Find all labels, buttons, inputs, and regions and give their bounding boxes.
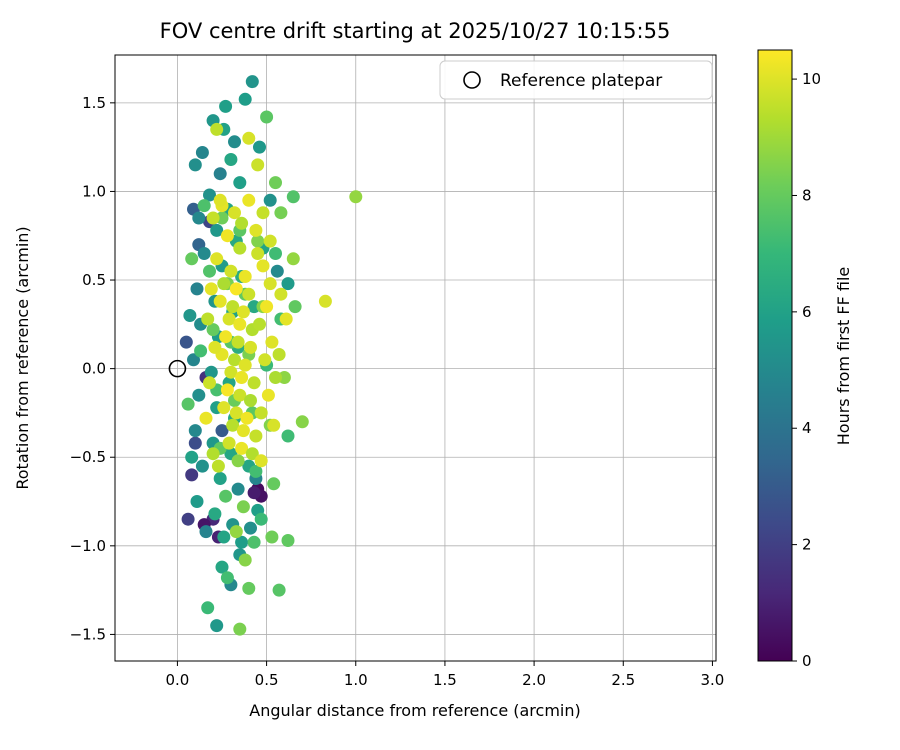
scatter-points bbox=[179, 75, 363, 636]
reference-platepar-marker bbox=[168, 359, 187, 378]
axis-ticks: 0.0 0.5 1.0 1.5 2.0 2.5 3.0 −1.5 −1.0 −0.5 0.0 0.5 1… bbox=[70, 94, 725, 689]
svg-text:−0.5: −0.5 bbox=[70, 448, 106, 466]
svg-text:0.5: 0.5 bbox=[82, 271, 106, 289]
legend-label: Reference platepar bbox=[500, 71, 662, 91]
svg-text:2.5: 2.5 bbox=[611, 671, 635, 689]
svg-text:1.5: 1.5 bbox=[82, 94, 106, 112]
svg-text:0.5: 0.5 bbox=[255, 671, 279, 689]
svg-text:−1.0: −1.0 bbox=[70, 537, 106, 555]
svg-text:−1.5: −1.5 bbox=[70, 625, 106, 643]
svg-text:4: 4 bbox=[802, 419, 812, 437]
svg-text:1.5: 1.5 bbox=[433, 671, 457, 689]
y-axis-label: Rotation from reference (arcmin) bbox=[13, 226, 32, 489]
svg-text:0.0: 0.0 bbox=[165, 671, 189, 689]
svg-text:1.0: 1.0 bbox=[82, 182, 106, 200]
svg-text:8: 8 bbox=[802, 186, 812, 204]
gridlines bbox=[115, 55, 716, 661]
legend-box bbox=[439, 60, 713, 100]
svg-text:0.0: 0.0 bbox=[82, 360, 106, 378]
svg-text:10: 10 bbox=[802, 70, 821, 88]
svg-text:1.0: 1.0 bbox=[344, 671, 368, 689]
colorbar: 0 2 4 6 8 10 bbox=[757, 49, 821, 670]
colorbar-label: Hours from first FF file bbox=[834, 267, 853, 446]
svg-text:2: 2 bbox=[802, 536, 812, 554]
plot-area-border bbox=[114, 54, 717, 662]
chart-title: FOV centre drift starting at 2025/10/27 … bbox=[160, 19, 671, 43]
x-axis-label: Angular distance from reference (arcmin) bbox=[249, 701, 580, 720]
legend-open-circle-icon bbox=[463, 71, 481, 89]
svg-text:2.0: 2.0 bbox=[522, 671, 546, 689]
svg-text:3.0: 3.0 bbox=[701, 671, 725, 689]
svg-text:6: 6 bbox=[802, 303, 812, 321]
legend: Reference platepar bbox=[439, 60, 713, 100]
svg-text:0: 0 bbox=[802, 652, 812, 670]
